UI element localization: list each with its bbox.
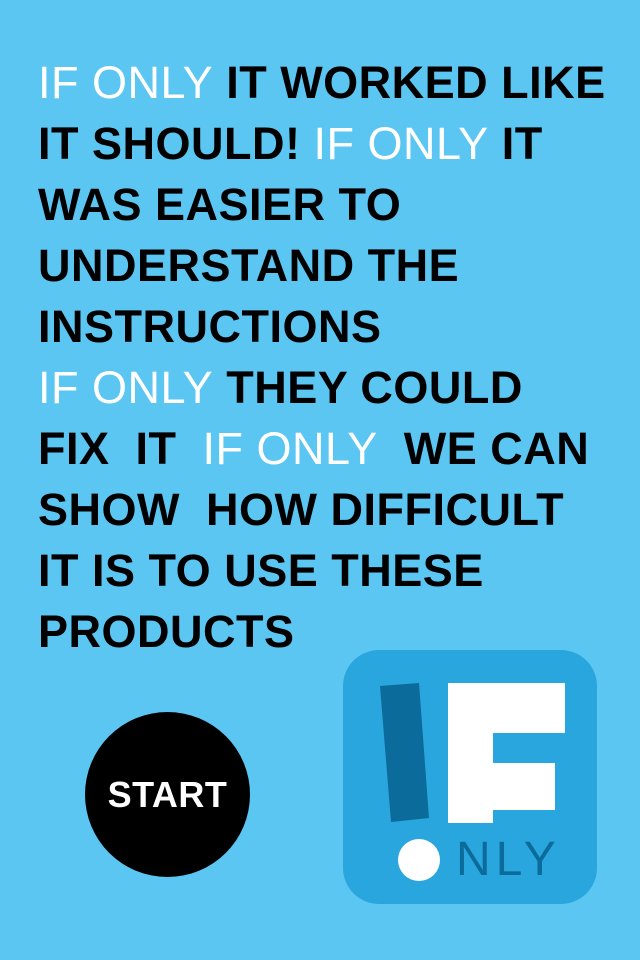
if-only-highlight: IF ONLY xyxy=(203,423,378,474)
logo-f-letter xyxy=(448,683,565,823)
statement-text: THEY COULD xyxy=(213,362,523,413)
statement-line-4: UNDERSTAND THE xyxy=(38,235,618,296)
start-button[interactable]: START xyxy=(85,712,250,877)
logo-dot xyxy=(398,839,440,881)
statement-line-5: INSTRUCTIONS xyxy=(38,296,618,357)
statement-text: WE CAN xyxy=(378,423,590,474)
statement-line-2: IT SHOULD! IF ONLY IT xyxy=(38,113,618,174)
statement-text: IT WORKED LIKE xyxy=(213,57,605,108)
statement-line-1: IF ONLY IT WORKED LIKE xyxy=(38,52,618,113)
if-only-statement: IF ONLY IT WORKED LIKE IT SHOULD! IF ONL… xyxy=(38,52,618,662)
statement-text: FIX IT xyxy=(38,423,203,474)
if-only-highlight: IF ONLY xyxy=(313,118,488,169)
statement-text: IT SHOULD! xyxy=(38,118,313,169)
statement-line-8: SHOW HOW DIFFICULT xyxy=(38,479,618,540)
start-button-label: START xyxy=(108,774,228,816)
statement-text: IT xyxy=(489,118,543,169)
if-only-app-logo: NLY xyxy=(343,650,597,904)
statement-line-9: IT IS TO USE THESE xyxy=(38,540,618,601)
if-only-highlight: IF ONLY xyxy=(38,362,213,413)
logo-suffix-text: NLY xyxy=(456,833,561,887)
logo-i-stroke xyxy=(380,683,429,822)
statement-line-7: FIX IT IF ONLY WE CAN xyxy=(38,418,618,479)
statement-line-6: IF ONLY THEY COULD xyxy=(38,357,618,418)
if-only-highlight: IF ONLY xyxy=(38,57,213,108)
statement-line-3: WAS EASIER TO xyxy=(38,174,618,235)
